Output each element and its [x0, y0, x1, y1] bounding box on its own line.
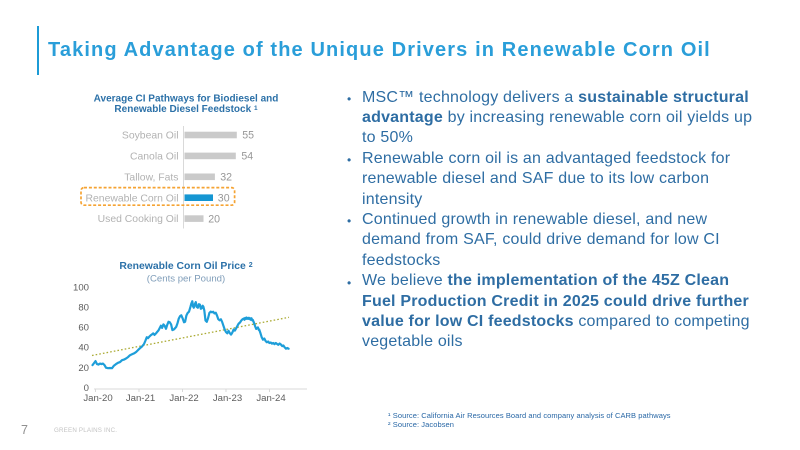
- svg-text:20: 20: [78, 363, 89, 374]
- svg-text:60: 60: [78, 323, 89, 334]
- svg-text:Jan-24: Jan-24: [256, 393, 286, 404]
- svg-text:Jan-22: Jan-22: [169, 393, 198, 404]
- svg-text:Used Cooking Oil: Used Cooking Oil: [98, 214, 179, 225]
- svg-text:Soybean Oil: Soybean Oil: [122, 131, 179, 142]
- svg-text:32: 32: [220, 172, 232, 184]
- svg-text:Jan-20: Jan-20: [83, 393, 112, 404]
- svg-text:Tallow, Fats: Tallow, Fats: [124, 172, 178, 183]
- svg-text:54: 54: [241, 151, 253, 163]
- svg-text:20: 20: [208, 213, 220, 225]
- svg-text:40: 40: [78, 343, 89, 354]
- svg-text:Jan-21: Jan-21: [126, 393, 155, 404]
- svg-text:30: 30: [218, 192, 230, 204]
- svg-text:0: 0: [84, 383, 89, 394]
- svg-text:(Cents per Pound): (Cents per Pound): [147, 274, 225, 285]
- svg-text:Average CI Pathways for Biodie: Average CI Pathways for Biodiesel and: [94, 94, 279, 105]
- svg-text:Jan-23: Jan-23: [213, 393, 242, 404]
- svg-text:Canola Oil: Canola Oil: [130, 152, 179, 163]
- svg-text:Renewable Diesel Feedstock 1: Renewable Diesel Feedstock 1: [114, 104, 258, 115]
- svg-text:80: 80: [78, 303, 89, 314]
- svg-text:Renewable Corn Oil Price 2: Renewable Corn Oil Price 2: [119, 261, 252, 272]
- svg-text:100: 100: [73, 282, 89, 293]
- svg-text:55: 55: [242, 130, 254, 142]
- svg-text:Renewable Corn Oil: Renewable Corn Oil: [86, 193, 179, 204]
